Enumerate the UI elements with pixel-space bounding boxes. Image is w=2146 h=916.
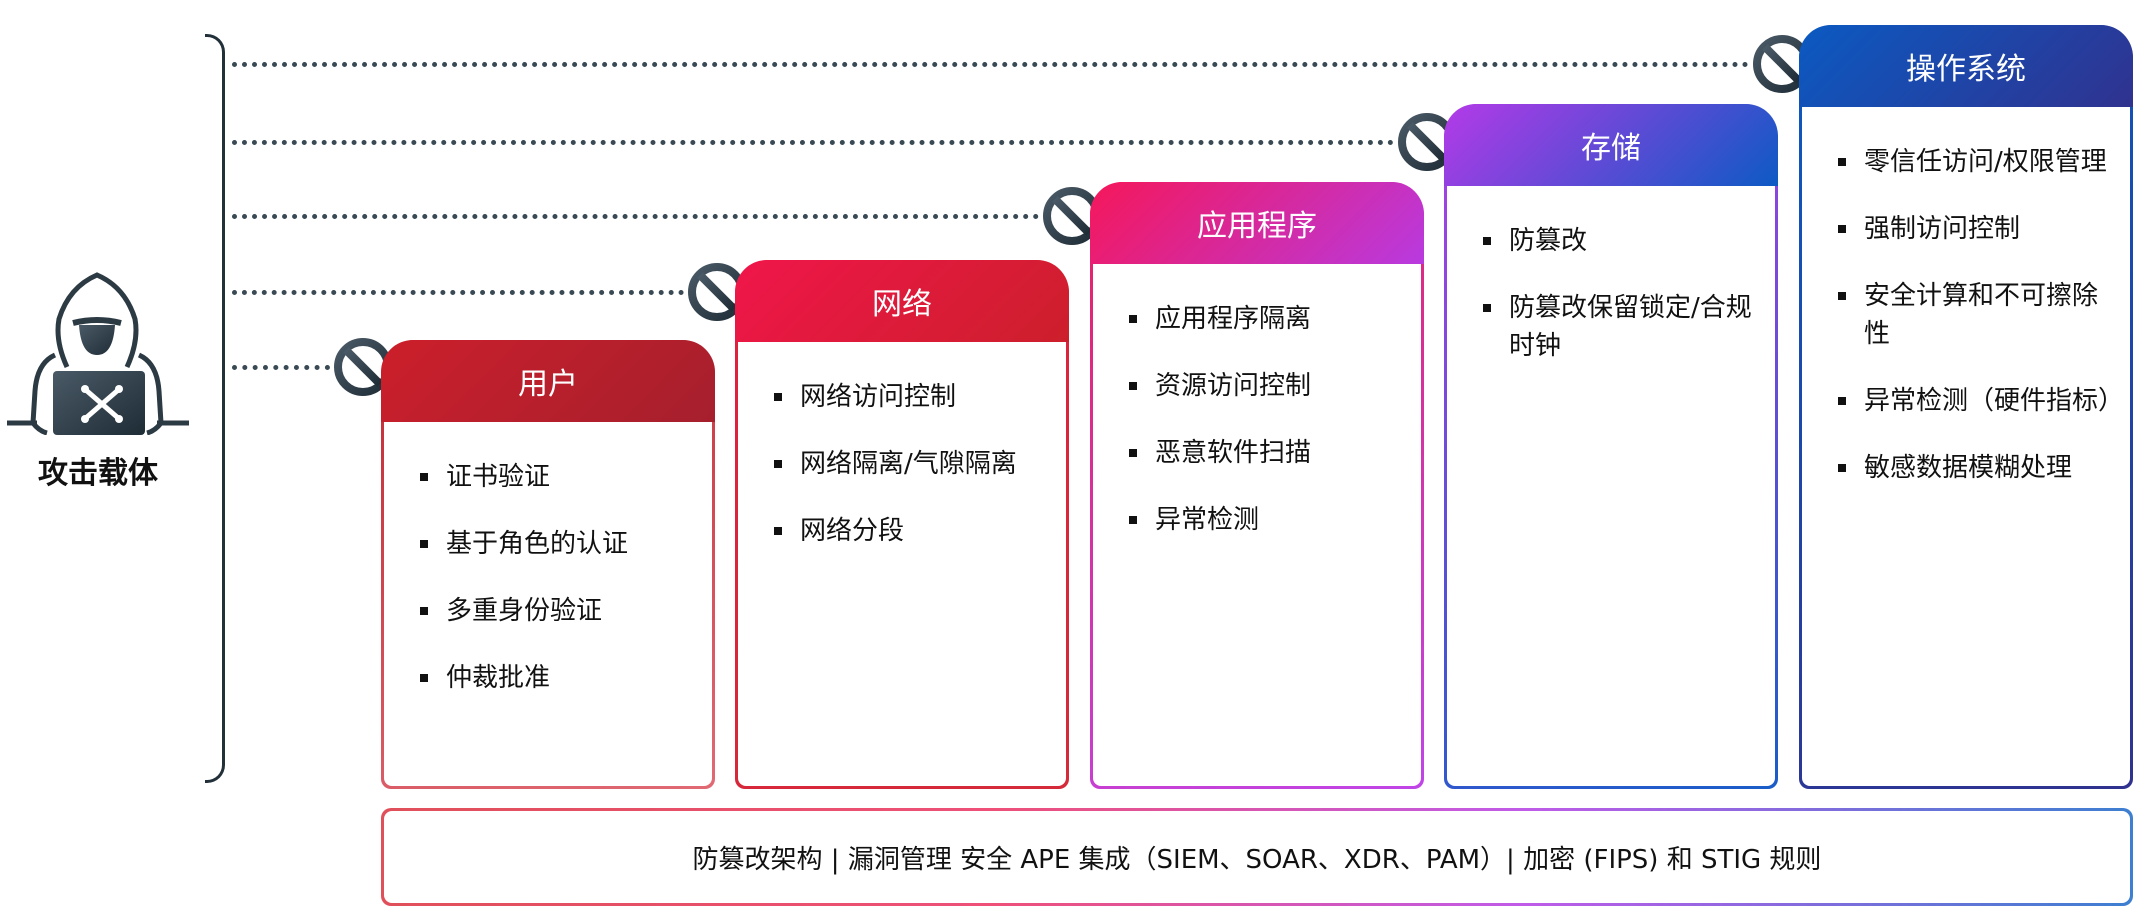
attacker-label: 攻击载体 <box>38 456 158 491</box>
control-item: 敏感数据模糊处理 <box>1838 449 2112 487</box>
control-item: 防篡改保留锁定/合规时钟 <box>1483 289 1757 365</box>
layer-controls: 网络访问控制 网络隔离/气隙隔离 网络分段 <box>738 342 1066 550</box>
control-item: 应用程序隔离 <box>1129 300 1403 338</box>
control-item: 仲裁批准 <box>420 659 694 697</box>
control-item: 强制访问控制 <box>1838 210 2112 248</box>
layer-title: 应用程序 <box>1090 182 1424 264</box>
attack-path-line <box>232 140 1394 145</box>
control-item: 资源访问控制 <box>1129 367 1403 405</box>
control-item: 零信任访问/权限管理 <box>1838 143 2112 181</box>
control-item: 恶意软件扫描 <box>1129 434 1403 472</box>
layer-card-2: 应用程序 应用程序隔离 资源访问控制 恶意软件扫描 异常检测 <box>1090 182 1424 789</box>
layer-controls: 零信任访问/权限管理 强制访问控制安全计算和不可擦除性异常检测（硬件指标） 敏感数据… <box>1802 107 2130 487</box>
bracket <box>205 34 225 783</box>
control-item: 基于角色的认证 <box>420 525 694 563</box>
layer-controls: 防篡改防篡改保留锁定/合规时钟 <box>1447 186 1775 365</box>
control-item: 网络分段 <box>774 512 1048 550</box>
layer-title: 用户 <box>381 340 715 422</box>
hacker-icon <box>7 272 189 436</box>
control-item: 异常检测 <box>1129 501 1403 539</box>
control-item: 防篡改 <box>1483 222 1757 260</box>
control-item: 网络访问控制 <box>774 378 1048 416</box>
layer-controls: 证书验证基于角色的认证 多重身份验证 仲裁批准 <box>384 422 712 697</box>
control-item: 证书验证 <box>420 458 694 496</box>
control-item: 多重身份验证 <box>420 592 694 630</box>
layer-controls: 应用程序隔离 资源访问控制 恶意软件扫描 异常检测 <box>1093 264 1421 539</box>
control-item: 安全计算和不可擦除性 <box>1838 277 2112 353</box>
attack-path-line <box>232 365 330 370</box>
layer-title: 操作系统 <box>1799 25 2133 107</box>
layer-title: 网络 <box>735 260 1069 342</box>
control-item: 异常检测（硬件指标） <box>1838 382 2124 420</box>
attacker <box>7 271 189 436</box>
layer-card-1: 网络 网络访问控制 网络隔离/气隙隔离 网络分段 <box>735 260 1069 789</box>
attack-path-line <box>232 62 1749 67</box>
layer-title: 存储 <box>1444 104 1778 186</box>
control-item: 网络隔离/气隙隔离 <box>774 445 1048 483</box>
layer-card-4: 操作系统零信任访问/权限管理 强制访问控制安全计算和不可擦除性异常检测（硬件指标）… <box>1799 25 2133 789</box>
layer-card-0: 用户证书验证基于角色的认证 多重身份验证 仲裁批准 <box>381 340 715 789</box>
attack-path-line <box>232 290 684 295</box>
attack-path-line <box>232 214 1039 219</box>
footer-bar: 防篡改架构 | 漏洞管理 安全 APE 集成（SIEM、SOAR、XDR、PAM… <box>381 808 2133 906</box>
layer-card-3: 存储防篡改防篡改保留锁定/合规时钟 <box>1444 104 1778 789</box>
footer-text: 防篡改架构 | 漏洞管理 安全 APE 集成（SIEM、SOAR、XDR、PAM… <box>692 844 1822 875</box>
